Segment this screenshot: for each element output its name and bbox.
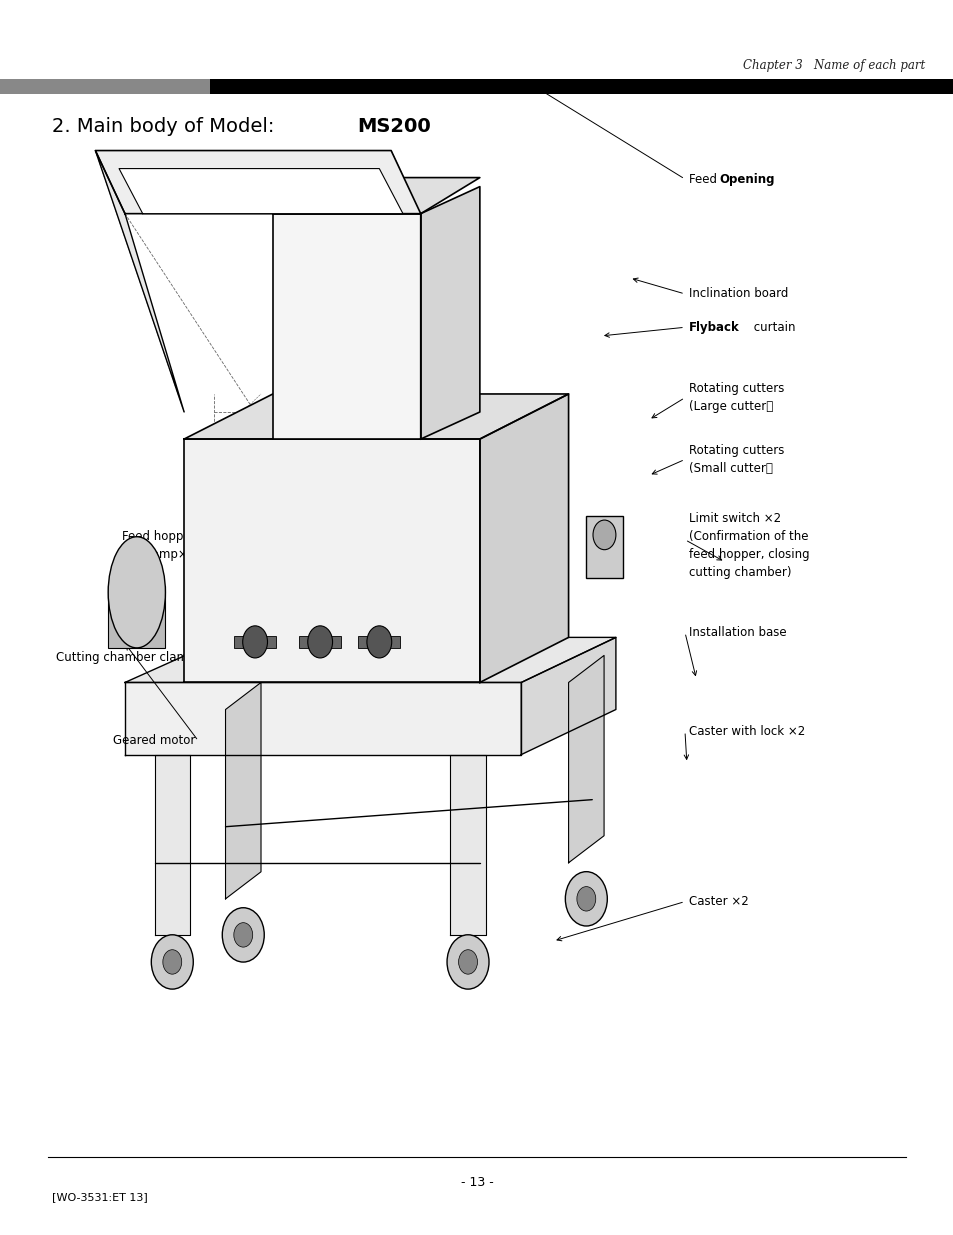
Bar — [210, 79, 953, 94]
Text: [WO-3531:ET 13]: [WO-3531:ET 13] — [52, 1192, 148, 1202]
Bar — [108, 587, 165, 648]
Text: Installation base: Installation base — [688, 626, 785, 638]
Text: MS200: MS200 — [357, 117, 431, 136]
Circle shape — [565, 872, 607, 926]
Text: Geared motor: Geared motor — [113, 735, 195, 747]
Polygon shape — [273, 178, 479, 214]
Text: Caster ×2: Caster ×2 — [688, 895, 748, 908]
Text: Feed: Feed — [688, 173, 720, 185]
Circle shape — [367, 626, 392, 658]
Text: Rotating cutters
(Small cutter）: Rotating cutters (Small cutter） — [688, 443, 783, 475]
Polygon shape — [125, 683, 520, 755]
Circle shape — [308, 626, 333, 658]
Circle shape — [242, 626, 267, 658]
Bar — [299, 636, 341, 648]
Polygon shape — [184, 440, 479, 683]
Circle shape — [593, 520, 616, 550]
Text: Rotating cutters
(Large cutter）: Rotating cutters (Large cutter） — [688, 382, 783, 414]
Text: curtain: curtain — [749, 321, 795, 333]
Text: Caster with lock ×2: Caster with lock ×2 — [688, 725, 804, 737]
Polygon shape — [125, 637, 616, 683]
Text: Feed hopper
Clamp×2: Feed hopper Clamp×2 — [122, 530, 195, 562]
Text: Chapter 3   Name of each part: Chapter 3 Name of each part — [742, 58, 924, 72]
Polygon shape — [568, 656, 603, 863]
Polygon shape — [520, 637, 616, 755]
Text: Inclination board: Inclination board — [688, 288, 787, 300]
Polygon shape — [95, 151, 184, 412]
Polygon shape — [479, 394, 568, 683]
Text: 2. Main body of Model:: 2. Main body of Model: — [52, 117, 287, 136]
Polygon shape — [95, 151, 420, 214]
Circle shape — [458, 950, 477, 974]
Polygon shape — [420, 186, 479, 440]
Text: Cutting chamber clamp: Cutting chamber clamp — [56, 651, 195, 663]
Bar — [0, 79, 210, 94]
Polygon shape — [225, 683, 261, 899]
Circle shape — [577, 887, 595, 911]
Text: Opening: Opening — [719, 173, 774, 185]
Bar — [233, 636, 275, 648]
Circle shape — [447, 935, 489, 989]
Polygon shape — [450, 755, 485, 935]
Text: Limit switch ×2
(Confirmation of the
feed hopper, closing
cutting chamber): Limit switch ×2 (Confirmation of the fee… — [688, 513, 808, 579]
Circle shape — [233, 923, 253, 947]
Polygon shape — [119, 168, 402, 214]
Ellipse shape — [108, 537, 165, 648]
Circle shape — [152, 935, 193, 989]
Bar — [358, 636, 400, 648]
Bar — [586, 516, 622, 578]
Text: Flyback: Flyback — [688, 321, 739, 333]
Text: - 13 -: - 13 - — [460, 1176, 493, 1189]
Circle shape — [163, 950, 181, 974]
Polygon shape — [184, 394, 568, 440]
Circle shape — [222, 908, 264, 962]
Polygon shape — [273, 214, 420, 440]
Polygon shape — [154, 755, 190, 935]
